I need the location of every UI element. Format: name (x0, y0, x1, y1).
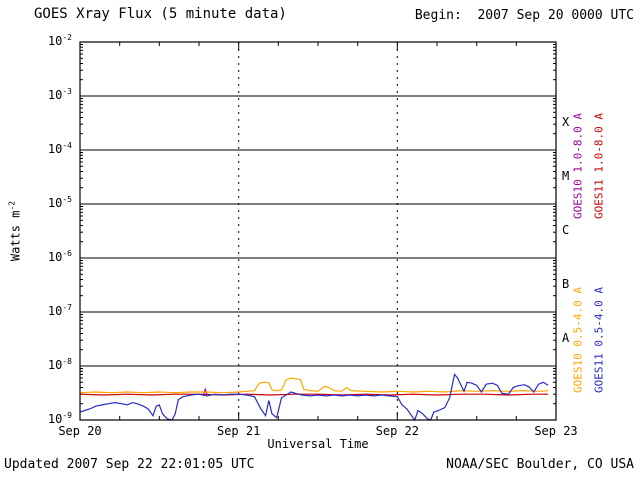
begin-timestamp: Begin: 2007 Sep 20 0000 UTC (414, 8, 634, 23)
flare-class-label-b: B (562, 277, 570, 291)
credit-label: NOAA/SEC Boulder, CO USA (446, 457, 634, 472)
legend-goes10-0-5-4-0-a: GOES10 0.5-4.0 A (571, 287, 585, 393)
legend-goes10-1-0-8-0-a: GOES10 1.0-8.0 A (571, 113, 585, 219)
x-axis-tick-label: Sep 20 (58, 424, 102, 438)
y-axis-tick-label: 10-3 (47, 87, 72, 102)
y-axis-title: Watts m-2 (7, 200, 23, 262)
flare-class-label-c: C (562, 223, 570, 237)
x-axis-tick-label: Sep 23 (534, 424, 578, 438)
x-axis-tick-label: Sep 22 (375, 424, 419, 438)
flare-class-label-a: A (562, 331, 570, 345)
legend-goes11-1-0-8-0-a: GOES11 1.0-8.0 A (592, 113, 606, 219)
y-axis-tick-label: 10-6 (47, 249, 72, 264)
legend-goes11-0-5-4-0-a: GOES11 0.5-4.0 A (592, 287, 606, 393)
y-axis-tick-label: 10-5 (47, 195, 72, 210)
x-axis-title: Universal Time (267, 437, 369, 451)
updated-timestamp: Updated 2007 Sep 22 22:01:05 UTC (4, 457, 255, 472)
y-axis-tick-label: 10-7 (47, 303, 72, 318)
flare-class-label-m: M (562, 169, 570, 183)
y-axis-tick-label: 10-8 (47, 357, 72, 372)
x-axis-tick-label: Sep 21 (216, 424, 261, 438)
y-axis-tick-label: 10-9 (47, 411, 72, 426)
flare-class-label-x: X (562, 115, 570, 129)
y-axis-tick-label: 10-4 (47, 141, 72, 156)
chart-title: GOES Xray Flux (5 minute data) (34, 6, 287, 22)
y-axis-tick-label: 10-2 (47, 33, 72, 48)
